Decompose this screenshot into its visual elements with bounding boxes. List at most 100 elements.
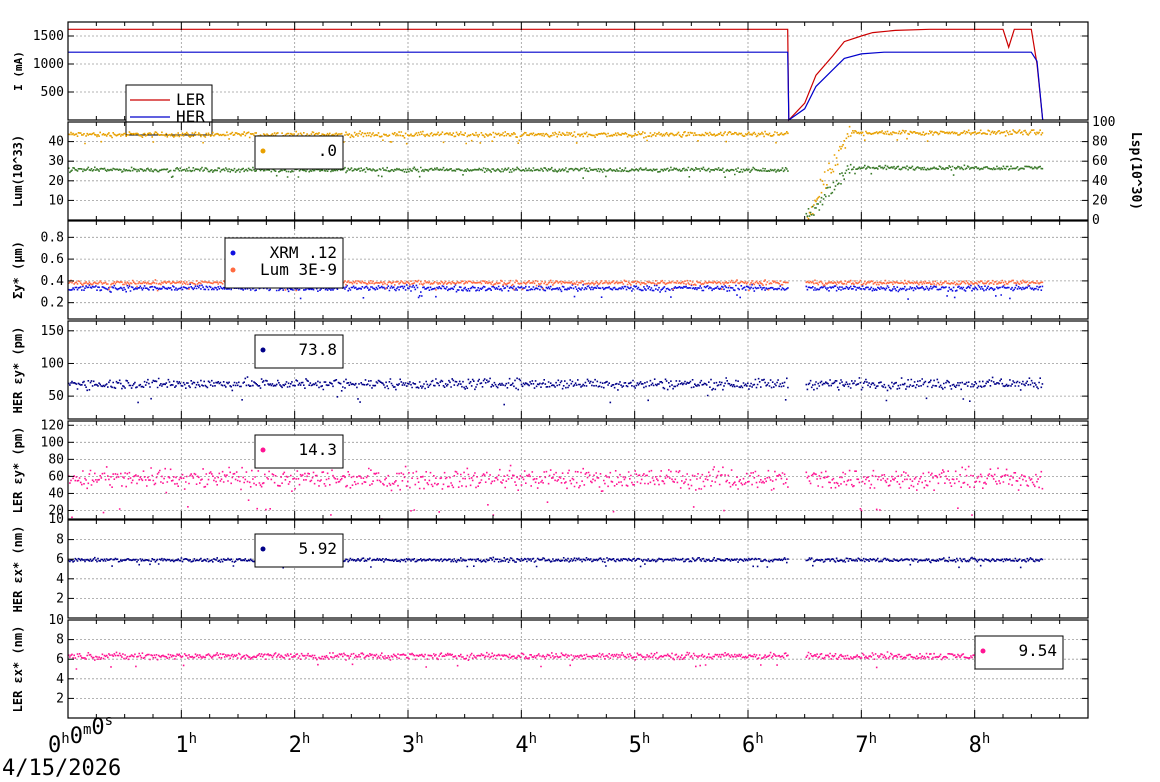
legend-value: 14.3 [298,440,337,459]
time-unit: h [61,731,69,747]
time-value: 0 [91,715,104,740]
legend-box [254,135,344,170]
legend-value: 73.8 [298,340,337,359]
y-right-tick-label: 100 [1092,115,1115,130]
time-unit: h [982,731,990,747]
time-unit: h [415,731,423,747]
legend-swatch [260,447,266,453]
y-tick-label: 50 [48,389,64,404]
y-tick-label: 4 [56,672,64,687]
y-tick-label: 2 [56,691,64,706]
y-tick-label: 100 [41,356,64,371]
y-tick-label: 10 [48,512,64,527]
data-her_eps_y [68,376,1044,406]
legend-swatch [260,347,266,353]
legend-box [974,635,1064,670]
x-time-label: 3h [402,731,424,758]
y-axis-title: HER εx* (nm) [11,526,25,613]
series-points-0 [68,283,1044,300]
legend-box [254,533,344,568]
legend-swatch [980,648,986,654]
series-line-her [68,51,1044,122]
time-value: 0 [70,724,83,749]
panel-frame [67,21,1089,121]
data-sigma_y [68,279,1044,300]
y-tick-label: 100 [41,435,64,450]
y-tick-label: 60 [48,469,64,484]
data-her_eps_x [68,556,1044,569]
y-tick-label: 6 [56,652,64,667]
panel-frame [67,420,1089,520]
y-tick-label: 2 [56,591,64,606]
x-time-label: 1h [175,731,197,758]
legend-value: XRM .12 [270,243,337,262]
panel-ler_eps_x: 2 4 6 8 10 LER εx* (nm) 9.54 [11,613,1089,719]
x-time-label: 2h [289,731,311,758]
time-unit: h [529,731,537,747]
y-tick-label: 1000 [33,57,64,72]
x-time-label: 7h [855,731,877,758]
y-right-tick-label: 0 [1092,213,1100,228]
y-tick-label: 8 [56,533,64,548]
series-points-0 [68,464,1044,520]
legend-value: .0 [318,141,337,160]
y-right-tick-label: 80 [1092,135,1108,150]
time-value: 8 [969,733,982,758]
y-axis-title: LER εx* (nm) [11,626,25,713]
panel-frame [67,121,1089,221]
time-value: 5 [629,733,642,758]
panel-her_eps_y: 50 100 150 HER εy* (pm) 73.8 [11,320,1089,420]
data-current [68,28,1044,122]
y-axis-title: I (mA) [12,51,25,91]
y-right-tick-label: 20 [1092,193,1108,208]
y-tick-label: 20 [48,503,64,518]
series-points-0 [68,376,1044,406]
y-right-tick-label: 40 [1092,174,1108,189]
series-points-0 [68,125,1044,220]
series-line-ler [68,28,1044,122]
y-right-axis-title: Lsp(10^30) [1128,132,1143,210]
x-time-label: 4h [515,731,537,758]
y-tick-label: 40 [48,135,64,150]
x-time-label: 8h [969,731,991,758]
legend-label: LER [176,90,205,109]
y-tick-label: 0.4 [41,274,65,289]
time-unit: s [105,713,113,729]
panel-luminosity: 10 20 30 40 0 20 40 60 80 100 Lsp(10^30) Lum(10^33)… [11,115,1143,228]
y-axis-title: Lum(10^33) [11,135,25,207]
y-tick-label: 0.8 [41,230,64,245]
y-tick-label: 120 [41,418,64,433]
time-value: 4 [515,733,528,758]
time-value: 2 [289,733,302,758]
legend-swatch [260,546,266,552]
time-value: 0 [48,733,61,758]
y-right-tick-label: 60 [1092,154,1108,169]
time-unit: h [755,731,763,747]
legend-box [254,334,344,369]
data-ler_eps_y [68,464,1044,520]
y-tick-label: 80 [48,452,64,467]
y-axis-title: HER εy* (pm) [11,327,25,414]
y-tick-label: 150 [41,324,64,339]
y-tick-label: 4 [56,572,64,587]
y-tick-label: 30 [48,154,64,169]
time-unit: h [869,731,877,747]
legend-box [125,84,213,136]
time-value: 6 [742,733,755,758]
x-time-label: 0h0m0s [48,713,113,758]
y-tick-label: 0.2 [41,296,64,311]
series-points-0 [68,651,1044,670]
time-value: 7 [855,733,868,758]
y-tick-label: 8 [56,633,64,648]
legend-swatch [230,267,236,273]
y-tick-label: 20 [48,174,64,189]
y-tick-label: 10 [48,613,64,628]
time-unit: m [83,722,91,738]
panel-frame [67,320,1089,420]
legend-value: 9.54 [1018,641,1057,660]
panel-frame [67,519,1089,619]
panel-frame [67,619,1089,719]
